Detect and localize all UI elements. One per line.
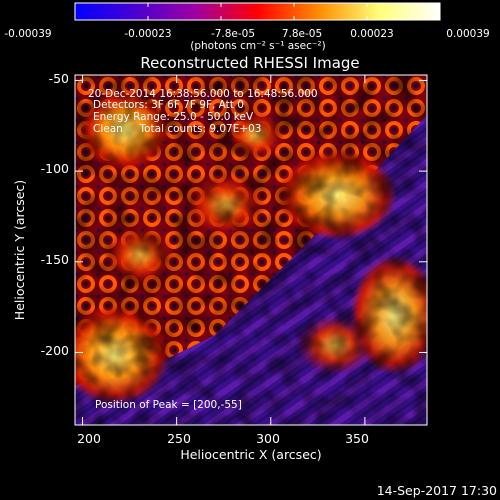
y-axis-title: Heliocentric Y (arcsec) — [12, 180, 27, 320]
y-tick-label: -150 — [41, 252, 69, 267]
y-tick-label: -200 — [41, 343, 69, 358]
colorbar: -0.00039 -0.00023 -7.8e-05 7.8e-05 0.000… — [4, 2, 490, 52]
colorbar-frame — [74, 2, 441, 21]
annotation-energy: Energy Range: 25.0 - 50.0 keV — [93, 111, 254, 123]
colorbar-tick-label: 0.00023 — [350, 28, 393, 40]
image-canvas — [75, 75, 427, 425]
colorbar-tick-label: 0.00039 — [446, 28, 489, 40]
colorbar-gradient — [75, 3, 440, 20]
y-tick-labels: -50 -100 -150 -200 — [41, 71, 69, 358]
axis-ticks — [75, 75, 427, 425]
x-tick-label: 300 — [256, 431, 280, 446]
colorbar-ticks — [74, 3, 441, 20]
annotation-detectors: Detectors: 3F 6F 7F 9F, Att 0 — [93, 99, 244, 111]
x-axis-title: Heliocentric X (arcsec) — [180, 447, 321, 462]
image-annotations: 20-Dec-2014 16:38:56.000 to 16:48:56.000… — [88, 88, 318, 411]
colorbar-tick-label: -0.00023 — [124, 28, 171, 40]
x-tick-labels: 200 250 300 350 — [77, 431, 369, 446]
y-tick-label: -100 — [41, 161, 69, 176]
peak-position-label: Position of Peak = [200,-55] — [95, 399, 242, 411]
image-noise — [75, 75, 427, 425]
x-tick-label: 350 — [345, 431, 369, 446]
x-tick-label: 200 — [77, 431, 101, 446]
y-tick-label: -50 — [49, 71, 69, 86]
image-plot-area — [74, 74, 428, 426]
annotation-time: 20-Dec-2014 16:38:56.000 to 16:48:56.000 — [88, 88, 318, 100]
plot-frame — [74, 74, 428, 426]
colorbar-tick-label: -7.8e-05 — [211, 28, 255, 40]
colorbar-units: (photons cm⁻² s⁻¹ asec⁻²) — [190, 40, 325, 52]
x-tick-label: 250 — [167, 431, 191, 446]
plot-timestamp: 14-Sep-2017 17:30 — [377, 483, 497, 498]
image-title: Reconstructed RHESSI Image — [140, 54, 359, 72]
annotation-algorithm: Clean Total counts: 9.07E+03 — [93, 123, 262, 135]
colorbar-tick-label: 7.8e-05 — [282, 28, 322, 40]
colorbar-tick-label: -0.00039 — [4, 28, 51, 40]
